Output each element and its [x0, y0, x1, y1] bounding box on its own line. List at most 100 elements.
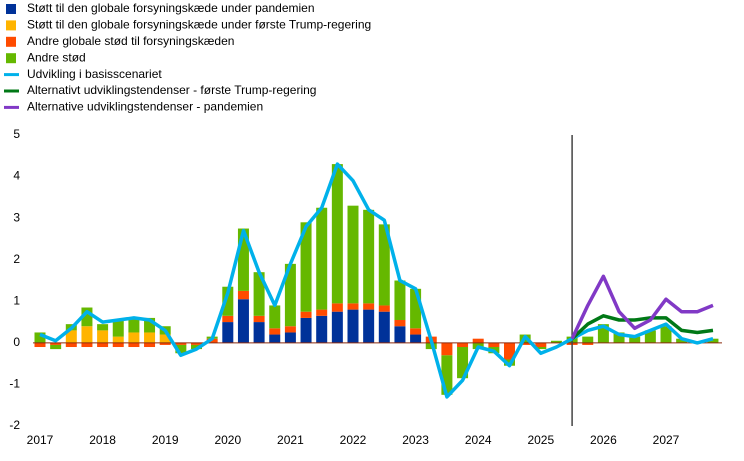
bar — [237, 299, 249, 343]
legend-label: Støtt til den globale forsyningskæde und… — [27, 18, 371, 32]
bar — [504, 342, 515, 360]
bar — [347, 303, 359, 310]
bar — [331, 164, 343, 304]
legend-label: Andre globale stød til forsyningskæden — [27, 34, 234, 48]
bar — [253, 322, 265, 343]
bar — [535, 342, 547, 348]
legend-label: Alternativt udviklingstendenser - første… — [27, 83, 316, 97]
bar — [629, 336, 641, 343]
bar — [237, 228, 249, 291]
bar — [676, 338, 688, 343]
y-tick-label: 5 — [13, 127, 20, 141]
x-tick-label: 2026 — [590, 433, 617, 447]
bar — [97, 324, 109, 331]
bar — [613, 332, 625, 343]
x-tick-label: 2023 — [402, 433, 429, 447]
bar — [394, 326, 406, 343]
bar — [300, 311, 312, 318]
bar — [441, 342, 453, 356]
bar — [269, 334, 281, 343]
bar — [582, 342, 594, 345]
bar — [112, 342, 124, 348]
bar — [253, 315, 265, 323]
bar — [50, 342, 62, 345]
bar — [316, 207, 328, 310]
bar — [191, 342, 202, 345]
bar — [707, 338, 719, 343]
y-tick-label: 0 — [13, 335, 20, 349]
legend-label: Alternative udviklingstendenser - pandem… — [27, 100, 263, 114]
bar — [550, 340, 562, 343]
bar — [378, 224, 390, 306]
bar — [347, 309, 359, 343]
bar — [410, 288, 422, 329]
bar — [394, 280, 406, 320]
bar — [237, 290, 249, 300]
bar — [34, 332, 46, 343]
legend-swatch — [6, 53, 16, 64]
legend-swatch — [6, 36, 16, 47]
bar — [175, 344, 187, 354]
bar — [112, 319, 124, 337]
legend-label: Andre stød — [27, 50, 86, 64]
bar — [128, 332, 140, 343]
x-tick-label: 2027 — [653, 433, 680, 447]
bar — [535, 347, 547, 350]
bar — [81, 326, 93, 343]
bar — [410, 328, 422, 335]
bar — [65, 342, 77, 348]
bar — [81, 307, 93, 327]
bar — [222, 322, 234, 343]
y-tick-label: 3 — [13, 210, 20, 224]
bar — [457, 347, 469, 379]
bar — [378, 305, 390, 312]
bar — [97, 342, 109, 348]
bar — [394, 319, 406, 327]
line-series — [39, 162, 714, 399]
bar — [472, 338, 484, 343]
bar — [175, 342, 187, 345]
x-tick-label: 2025 — [527, 433, 554, 447]
bar — [159, 342, 171, 345]
bar — [597, 324, 609, 343]
bar — [34, 342, 46, 348]
bar — [144, 317, 156, 333]
bar — [144, 342, 156, 348]
bar — [284, 332, 296, 343]
bar — [363, 209, 375, 304]
bar — [410, 334, 422, 343]
bar — [347, 205, 359, 304]
bar — [284, 326, 296, 333]
bar — [331, 311, 343, 343]
bar — [253, 272, 265, 316]
bar — [112, 336, 124, 343]
y-tick-label: 1 — [13, 293, 20, 307]
bar — [269, 328, 281, 335]
bar — [660, 326, 672, 343]
x-tick-label: 2020 — [214, 433, 241, 447]
line-series — [570, 314, 714, 340]
bar — [582, 336, 594, 343]
bar — [159, 334, 171, 343]
bar — [316, 315, 328, 343]
y-tick-label: 2 — [13, 252, 20, 266]
x-tick-label: 2018 — [89, 433, 116, 447]
x-tick-label: 2019 — [152, 433, 179, 447]
bar — [519, 342, 531, 345]
bar — [222, 315, 234, 323]
line-series — [570, 274, 714, 340]
bar — [144, 332, 156, 343]
x-tick-label: 2017 — [27, 433, 54, 447]
y-tick-label: 4 — [13, 169, 20, 183]
bar — [300, 222, 312, 312]
legend-swatch — [6, 20, 16, 31]
bar — [65, 330, 77, 343]
bar — [363, 309, 375, 343]
bar — [488, 342, 500, 348]
bar — [222, 286, 234, 316]
bar — [644, 330, 656, 343]
bar — [457, 342, 469, 348]
bar — [331, 303, 343, 312]
x-tick-label: 2024 — [465, 433, 492, 447]
